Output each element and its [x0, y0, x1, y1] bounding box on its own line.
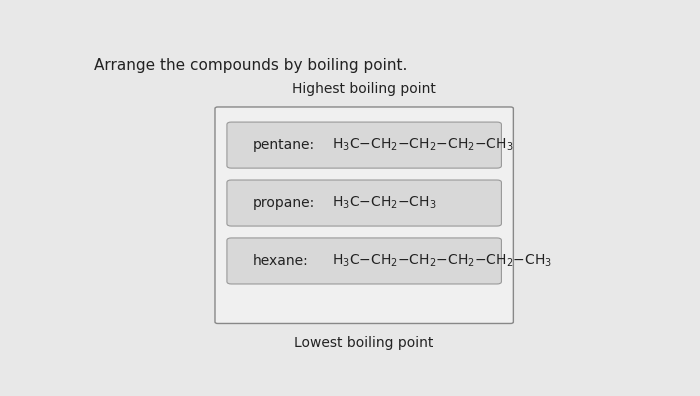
Text: $\mathregular{H_3C{-}CH_2{-}CH_2{-}CH_2{-}CH_3}$: $\mathregular{H_3C{-}CH_2{-}CH_2{-}CH_2{…	[332, 137, 513, 153]
Text: $\mathregular{H_3C{-}CH_2{-}CH_3}$: $\mathregular{H_3C{-}CH_2{-}CH_3}$	[332, 195, 436, 211]
Text: hexane:: hexane:	[253, 254, 309, 268]
FancyBboxPatch shape	[227, 122, 501, 168]
FancyBboxPatch shape	[215, 107, 513, 324]
Text: Arrange the compounds by boiling point.: Arrange the compounds by boiling point.	[94, 58, 407, 73]
FancyBboxPatch shape	[227, 238, 501, 284]
FancyBboxPatch shape	[227, 180, 501, 226]
Text: Highest boiling point: Highest boiling point	[292, 82, 436, 96]
Text: pentane:: pentane:	[253, 138, 315, 152]
Text: Lowest boiling point: Lowest boiling point	[295, 336, 434, 350]
Text: $\mathregular{H_3C{-}CH_2{-}CH_2{-}CH_2{-}CH_2{-}CH_3}$: $\mathregular{H_3C{-}CH_2{-}CH_2{-}CH_2{…	[332, 253, 552, 269]
Text: propane:: propane:	[253, 196, 315, 210]
